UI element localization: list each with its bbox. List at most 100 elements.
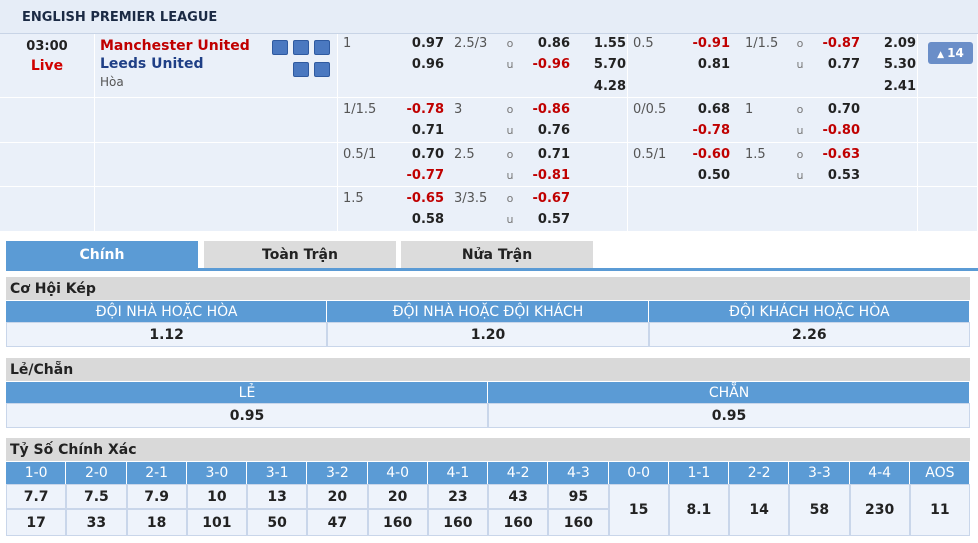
odds-value: 1.12 xyxy=(149,326,184,343)
odds-value: 0.77 xyxy=(827,57,860,72)
odds-value: -0.63 xyxy=(822,147,860,162)
1x2-value: 5.70 xyxy=(593,57,626,72)
odds-value: 0.95 xyxy=(711,407,747,424)
value-cell xyxy=(6,509,67,536)
under-label: u xyxy=(796,58,804,71)
odds-value: -0.78 xyxy=(406,102,444,117)
under-label: u xyxy=(506,169,514,182)
odds-cell xyxy=(628,143,918,187)
header-label: 2-2 xyxy=(747,465,771,481)
value-cell xyxy=(548,484,609,509)
odds-value: -0.67 xyxy=(532,191,570,206)
tab[interactable] xyxy=(204,241,396,268)
league-bar xyxy=(0,0,978,34)
header-cell xyxy=(307,462,368,484)
header-cell xyxy=(849,462,910,484)
odds-value: 43 xyxy=(508,488,528,505)
header-cell xyxy=(548,462,609,484)
odds-value: 7.9 xyxy=(144,488,170,505)
value-cell xyxy=(327,322,649,347)
value-cell xyxy=(247,484,308,509)
odds-cell xyxy=(918,98,978,143)
value-cell xyxy=(307,484,368,509)
tab[interactable] xyxy=(401,241,593,268)
1x2-value: 5.30 xyxy=(883,57,916,72)
header-cell xyxy=(247,462,308,484)
tab-label: Chính xyxy=(79,247,125,263)
odds-value: 58 xyxy=(809,502,830,518)
header-label: ĐỘI NHÀ HOẶC ĐỘI KHÁCH xyxy=(392,303,584,320)
match-icon[interactable] xyxy=(272,40,288,55)
value-cell xyxy=(668,484,729,536)
odds-value: 13 xyxy=(267,488,287,505)
total-line: 1/1.5 xyxy=(745,36,779,51)
value-cell xyxy=(729,484,790,536)
over-label: o xyxy=(506,192,514,205)
header-label: 4-4 xyxy=(868,465,892,481)
header-cell xyxy=(126,462,187,484)
value-cell xyxy=(66,509,127,536)
odds-cell xyxy=(0,143,95,187)
odds-value: -0.78 xyxy=(692,123,730,138)
value-cell xyxy=(427,509,488,536)
odds-value: -0.87 xyxy=(822,36,860,51)
odds-cell xyxy=(95,187,338,232)
odds-cell xyxy=(918,187,978,232)
home-team: Manchester United xyxy=(100,38,250,54)
1x2-value: 4.28 xyxy=(593,79,626,94)
value-cell xyxy=(488,509,549,536)
handicap-line: 0.5/1 xyxy=(343,147,377,162)
odds-value: 8.1 xyxy=(686,502,712,518)
odds-cell xyxy=(628,187,918,232)
odds-value: -0.80 xyxy=(822,123,860,138)
header-label: 1-0 xyxy=(24,465,48,481)
draw-label: Hòa xyxy=(100,75,124,89)
odds-value: 0.95 xyxy=(229,407,265,424)
total-line: 2.5 xyxy=(454,147,475,162)
match-icon[interactable] xyxy=(314,40,330,55)
header-cell xyxy=(488,382,970,403)
header-cell xyxy=(367,462,428,484)
header-label: 1-1 xyxy=(687,465,711,481)
odds-value: 160 xyxy=(383,514,413,531)
odds-value: 101 xyxy=(202,514,232,531)
more-markets-button[interactable]: ▲ 14 xyxy=(928,42,973,64)
match-icon[interactable] xyxy=(293,40,309,55)
header-label: 2-1 xyxy=(145,465,169,481)
value-cell xyxy=(186,484,247,509)
under-label: u xyxy=(796,124,804,137)
header-cell xyxy=(427,462,488,484)
odds-cell xyxy=(0,98,95,143)
odds-value: -0.81 xyxy=(532,168,570,183)
header-label: 4-1 xyxy=(446,465,470,481)
header-label: 0-0 xyxy=(627,465,651,481)
header-label: ĐỘI KHÁCH HOẶC HÒA xyxy=(729,303,890,320)
odds-value: 7.7 xyxy=(23,488,49,505)
header-cell xyxy=(327,301,649,322)
handicap-line: 1/1.5 xyxy=(343,102,377,117)
odds-value: -0.65 xyxy=(406,191,444,206)
header-cell xyxy=(6,462,67,484)
total-line: 1.5 xyxy=(745,147,766,162)
odds-value: 0.68 xyxy=(697,102,730,117)
value-cell xyxy=(186,509,247,536)
over-label: o xyxy=(796,103,804,116)
odds-value: 0.97 xyxy=(411,36,444,51)
header-cell xyxy=(909,462,970,484)
odds-value: 20 xyxy=(387,488,408,505)
match-icon[interactable] xyxy=(314,62,330,77)
header-cell xyxy=(488,462,549,484)
odds-value: 230 xyxy=(865,502,895,518)
handicap-line: 1.5 xyxy=(343,191,364,206)
header-cell xyxy=(648,301,970,322)
tab[interactable] xyxy=(6,241,198,268)
odds-value: 50 xyxy=(267,514,287,531)
odds-value: 1.20 xyxy=(470,326,506,343)
under-label: u xyxy=(506,58,514,71)
value-cell xyxy=(789,484,850,536)
match-icon[interactable] xyxy=(293,62,309,77)
value-cell xyxy=(247,509,308,536)
header-label: 4-2 xyxy=(506,465,530,481)
odds-value: 10 xyxy=(207,488,227,505)
